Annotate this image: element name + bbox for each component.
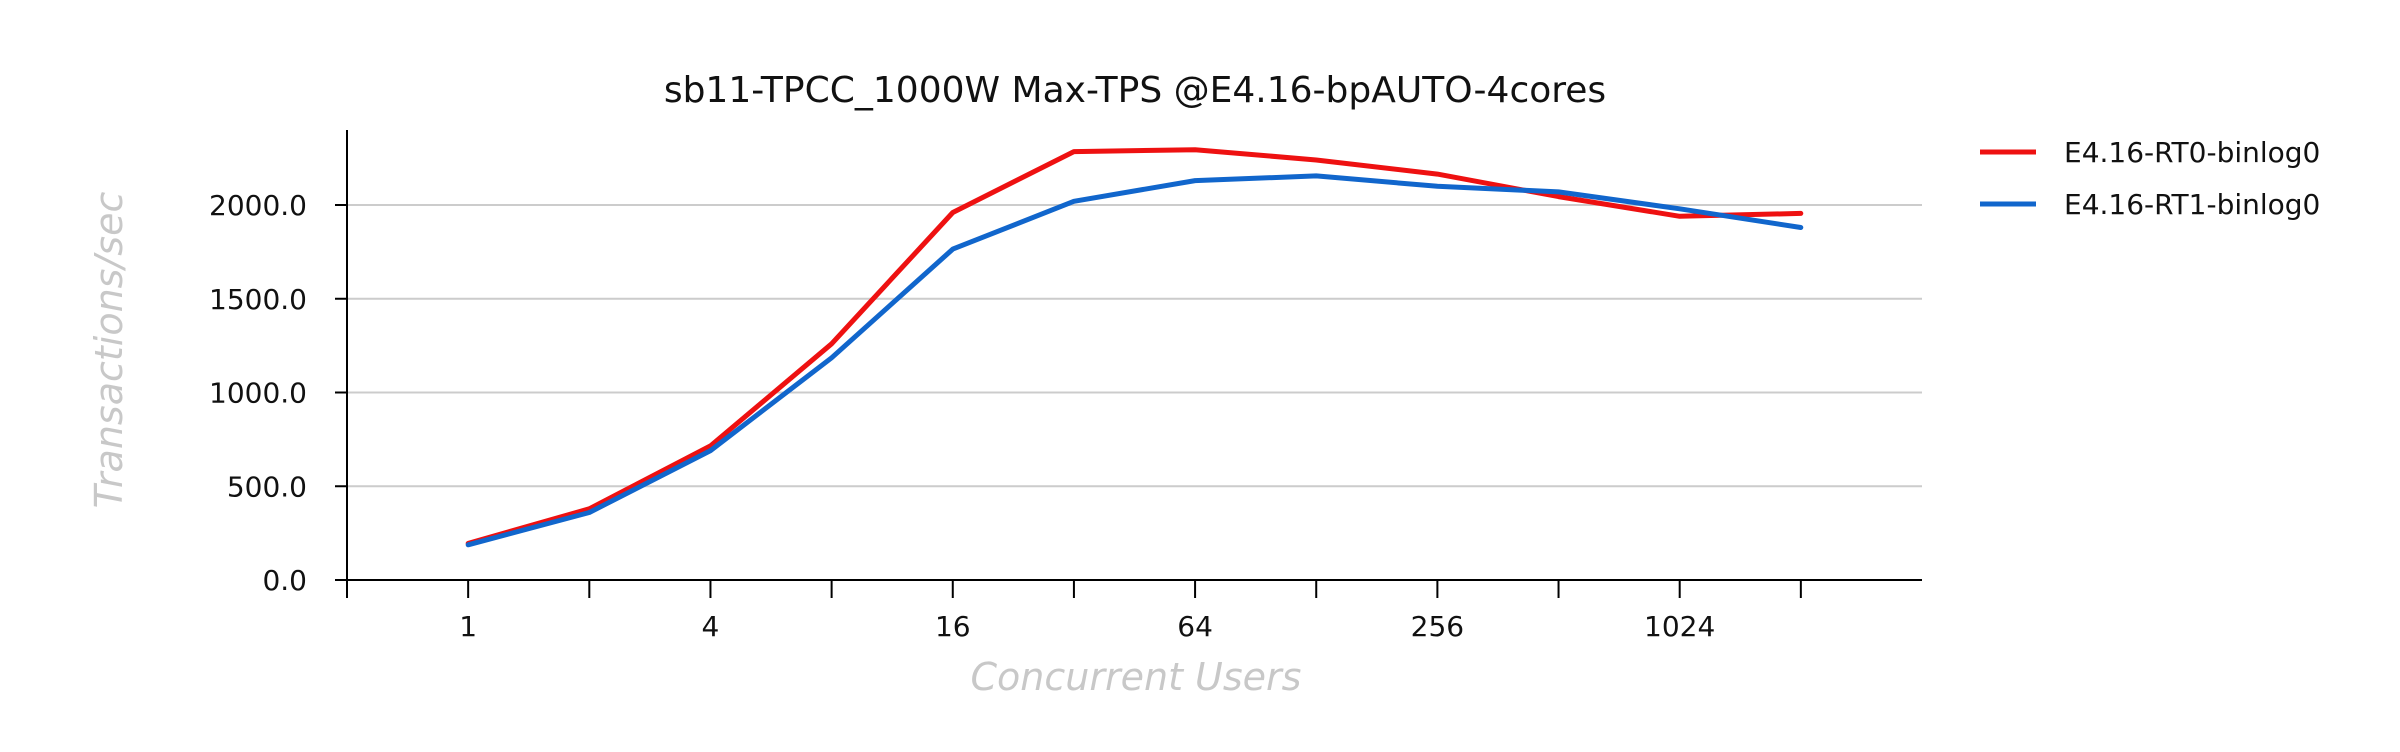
series-line-2 [465,173,1804,548]
legend-label-1: E4.16-RT0-binlog0 [2064,136,2320,169]
y-tick-label: 2000.0 [209,189,307,222]
x-tick-label: 1 [459,610,477,643]
y-tick-labels: 0.0 500.0 1000.0 1500.0 2000.0 [209,189,307,597]
series-lines [465,147,1804,548]
series-line-1 [465,147,1804,546]
x-tick-label: 4 [702,610,720,643]
x-tick-label: 1024 [1644,610,1715,643]
y-axis-title: Transactions/sec [87,192,131,509]
y-tick-label: 1500.0 [209,283,307,316]
y-tick-label: 0.0 [262,564,307,597]
x-tick-labels: 1 4 16 64 256 1024 [459,610,1715,643]
y-tick-label: 500.0 [227,470,307,503]
axes [335,130,1922,598]
chart-title: sb11-TPCC_1000W Max-TPS @E4.16-bpAUTO-4c… [664,70,1606,111]
grid-lines [347,204,1922,488]
legend-label-2: E4.16-RT1-binlog0 [2064,188,2320,221]
x-tick-label: 16 [935,610,971,643]
y-tick-label: 1000.0 [209,377,307,410]
legend: E4.16-RT0-binlog0 E4.16-RT1-binlog0 [1980,136,2320,221]
x-tick-label: 256 [1411,610,1464,643]
x-tick-label: 64 [1177,610,1213,643]
x-axis-title: Concurrent Users [971,655,1302,699]
